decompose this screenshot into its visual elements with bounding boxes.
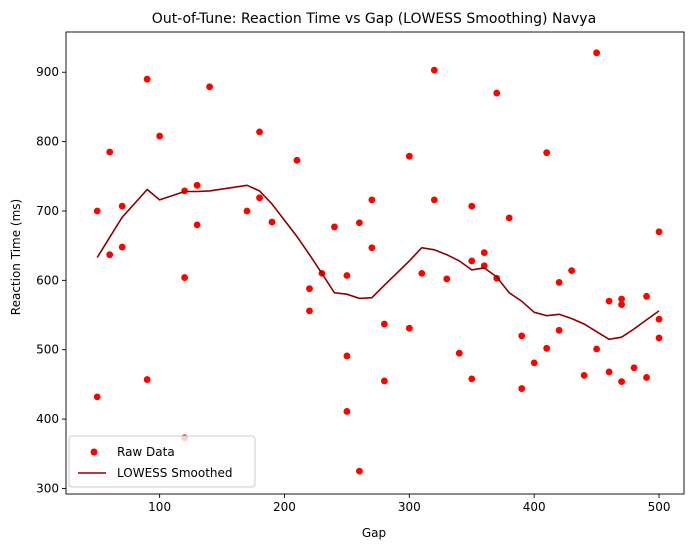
data-point-58	[593, 345, 601, 353]
plot-frame	[65, 31, 685, 495]
legend: Raw Data LOWESS Smoothed	[68, 435, 256, 488]
data-point-63	[618, 378, 625, 386]
lowess-line	[96, 184, 660, 341]
data-point-35	[418, 270, 426, 277]
data-point-12	[193, 181, 201, 189]
data-point-57	[593, 49, 601, 57]
data-point-5	[118, 243, 126, 251]
data-point-3	[106, 251, 114, 259]
data-point-48	[518, 332, 526, 340]
data-point-16	[256, 128, 263, 136]
y-tick-label-800: 800	[36, 135, 59, 149]
data-point-23	[331, 223, 338, 231]
legend-box	[68, 435, 256, 488]
data-point-68	[655, 315, 663, 323]
data-point-0	[93, 207, 101, 215]
legend-label-lowess: LOWESS Smoothed	[117, 466, 233, 480]
data-point-27	[355, 219, 363, 227]
data-point-25	[343, 352, 351, 360]
data-point-69	[655, 334, 663, 342]
data-point-61	[618, 295, 625, 303]
data-point-15	[243, 207, 251, 215]
data-point-43	[480, 249, 488, 256]
y-axis-label: Reaction Time (ms)	[9, 199, 23, 315]
data-point-52	[543, 344, 551, 352]
data-point-26	[343, 408, 351, 415]
data-point-37	[430, 196, 438, 204]
data-point-30	[368, 244, 376, 252]
data-point-39	[455, 349, 463, 357]
x-axis-label: Gap	[362, 526, 386, 540]
data-point-21	[306, 307, 313, 315]
y-tick-label-400: 400	[36, 412, 59, 426]
data-point-34	[405, 324, 413, 332]
y-tick-label-900: 900	[36, 65, 59, 79]
x-tick-label-500: 500	[648, 500, 671, 514]
data-point-55	[568, 267, 576, 275]
data-point-59	[605, 297, 613, 305]
data-point-53	[555, 279, 563, 286]
data-point-38	[443, 275, 451, 283]
data-point-32	[380, 377, 388, 385]
axes: 100 200 300 400 500 300 400 500 600 700 800 900	[36, 31, 685, 514]
chart-title: Out-of-Tune: Reaction Time vs Gap (LOWES…	[152, 11, 596, 27]
x-tick-label-200: 200	[273, 500, 296, 514]
data-point-49	[518, 385, 526, 392]
data-point-24	[343, 272, 351, 279]
x-tick-label-100: 100	[148, 500, 171, 514]
data-point-51	[543, 149, 551, 157]
legend-label-raw-data: Raw Data	[117, 445, 175, 459]
x-tick-label-400: 400	[523, 500, 546, 514]
data-point-36	[430, 66, 438, 74]
data-point-13	[193, 221, 201, 229]
legend-marker-raw-data	[90, 448, 98, 456]
data-point-18	[268, 218, 276, 226]
data-point-41	[468, 257, 476, 265]
data-point-64	[630, 364, 638, 372]
data-point-29	[368, 196, 376, 204]
data-point-54	[555, 326, 563, 334]
data-point-42	[468, 375, 476, 383]
y-tick-label-600: 600	[36, 273, 59, 287]
plot-area	[93, 49, 663, 475]
data-point-28	[355, 467, 363, 475]
data-point-50	[530, 359, 538, 367]
data-point-2	[106, 148, 114, 156]
data-point-65	[643, 292, 650, 300]
data-point-62	[618, 301, 625, 309]
data-point-60	[605, 368, 613, 376]
data-point-56	[580, 371, 588, 379]
data-point-66	[643, 374, 650, 381]
data-point-67	[655, 228, 663, 236]
data-point-4	[118, 202, 126, 210]
x-tick-label-300: 300	[398, 500, 421, 514]
data-point-20	[306, 285, 313, 293]
data-point-1	[93, 393, 101, 401]
data-point-40	[468, 202, 476, 210]
data-point-33	[405, 152, 413, 160]
data-point-17	[256, 194, 263, 202]
data-point-6	[143, 75, 151, 83]
data-point-19	[293, 156, 301, 164]
data-point-14	[206, 83, 213, 91]
y-tick-label-300: 300	[36, 481, 59, 495]
y-tick-label-700: 700	[36, 204, 59, 218]
data-point-10	[181, 274, 189, 281]
data-point-8	[156, 132, 164, 140]
y-tick-label-500: 500	[36, 343, 59, 357]
data-point-7	[143, 376, 151, 383]
data-point-45	[493, 89, 501, 97]
data-point-47	[505, 214, 513, 222]
data-point-31	[380, 320, 388, 328]
